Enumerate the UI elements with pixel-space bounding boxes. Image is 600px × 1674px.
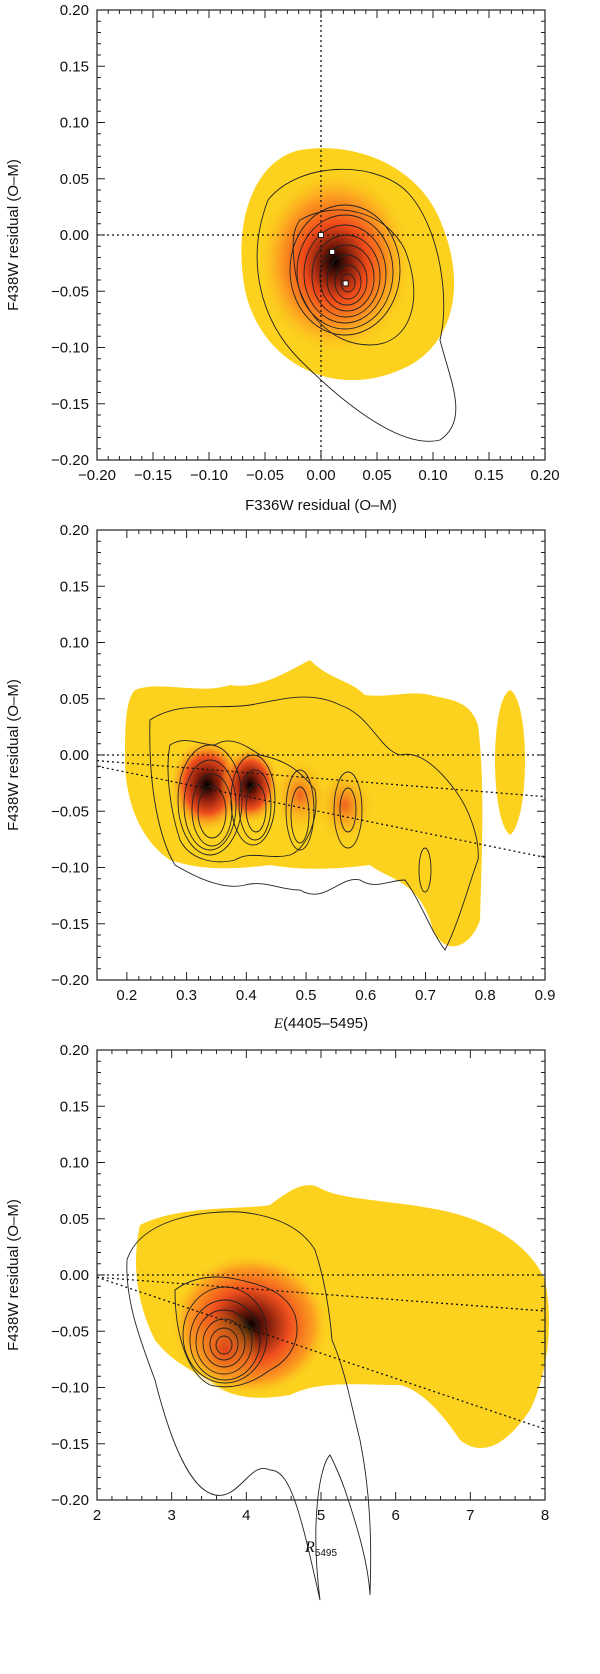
x-tick-label: 4 [242,1507,250,1524]
contours [126,1211,372,1601]
y-tick-label: −0.10 [51,860,89,877]
x-axis-label: E(4405–5495) [273,1015,368,1032]
panel-e4405-vs-f438w: 0.2 0.3 0.4 0.5 0.6 0.7 0.8 0.9 −0.20 −0.15 −0.10 −… [5,522,556,1032]
y-tick-label: −0.15 [51,396,89,413]
y-tick-label: 0.15 [60,1098,89,1115]
y-tick-label: −0.20 [51,1492,89,1509]
x-tick-label: 0.7 [415,987,436,1004]
y-tick-label: 0.05 [60,691,89,708]
x-tick-label: 3 [167,1507,175,1524]
x-tick-label: −0.15 [134,467,172,484]
reference-line [96,1276,546,1430]
y-tick-label: 0.10 [60,635,89,652]
panel-f336w-vs-f438w: −0.20 −0.15 −0.10 −0.05 0.00 0.05 0.10 0.15 0.20… [5,2,560,514]
reference-line [96,765,546,859]
x-axis-label-italic: E [273,1016,283,1032]
x-tick-label: 8 [541,1507,549,1524]
y-tick-label: −0.15 [51,916,89,933]
panel-r5495-vs-f438w: 2 3 4 5 6 7 8 −0.20 −0.15 −0.10 −0.05 0.00 0.05 0.10 0… [5,1042,549,1601]
y-tick-label: −0.05 [51,1323,89,1340]
y-tick-label: −0.15 [51,1436,89,1453]
x-tick-label: 6 [391,1507,399,1524]
y-tick-label: 0.00 [60,227,89,244]
x-tick-label: −0.20 [78,467,116,484]
y-tick-label: 0.20 [60,522,89,539]
x-tick-label: 0.20 [530,467,559,484]
x-tick-label: 0.10 [418,467,447,484]
x-tick-label: 7 [466,1507,474,1524]
density-cloud-right [495,690,525,835]
y-tick-label: 0.20 [60,1042,89,1059]
marker-point [342,280,349,287]
x-tick-label: 5 [317,1507,325,1524]
y-tick-label: 0.05 [60,171,89,188]
y-axis-label: F438W residual (O–M) [5,1199,22,1351]
contours [149,696,479,951]
x-axis-label-rest: (4405–5495) [283,1015,368,1032]
y-tick-label: 0.15 [60,578,89,595]
y-tick-label: −0.10 [51,1380,89,1397]
y-axis-label: F438W residual (O–M) [5,159,22,311]
x-axis-label: F336W residual (O–M) [245,497,397,514]
y-tick-label: 0.00 [60,747,89,764]
x-tick-label: 0.9 [535,987,556,1004]
x-tick-label: −0.05 [246,467,284,484]
x-axis-label-italic: R [304,1539,315,1556]
density-core [255,167,415,357]
x-tick-label: 0.5 [296,987,317,1004]
density-peak-3 [315,765,375,845]
y-tick-label: −0.20 [51,452,89,469]
y-tick-label: 0.15 [60,58,89,75]
y-tick-label: 0.10 [60,1155,89,1172]
x-tick-label: 0.05 [362,467,391,484]
y-tick-label: −0.05 [51,283,89,300]
marker-point [329,248,336,255]
x-tick-label: 0.00 [306,467,335,484]
x-tick-label: 0.15 [474,467,503,484]
x-tick-label: 2 [93,1507,101,1524]
density-peak-4 [270,755,330,835]
y-tick-label: −0.05 [51,803,89,820]
x-tick-label: 0.6 [355,987,376,1004]
y-tick-label: −0.10 [51,340,89,357]
x-tick-label: 0.2 [116,987,137,1004]
x-axis-label-sub: 5495 [315,1548,338,1559]
x-tick-label: 0.3 [176,987,197,1004]
y-tick-label: 0.00 [60,1267,89,1284]
marker-point [318,232,324,238]
x-axis-label: R5495 [304,1539,337,1559]
y-tick-label: 0.20 [60,2,89,19]
y-tick-label: 0.05 [60,1211,89,1228]
x-tick-label: −0.10 [190,467,228,484]
x-tick-label: 0.4 [236,987,257,1004]
density-peak-secondary [190,1310,260,1390]
y-axis-label: F438W residual (O–M) [5,679,22,831]
contours [256,168,457,442]
y-tick-label: 0.10 [60,115,89,132]
x-tick-label: 0.8 [475,987,496,1004]
y-tick-label: −0.20 [51,972,89,989]
